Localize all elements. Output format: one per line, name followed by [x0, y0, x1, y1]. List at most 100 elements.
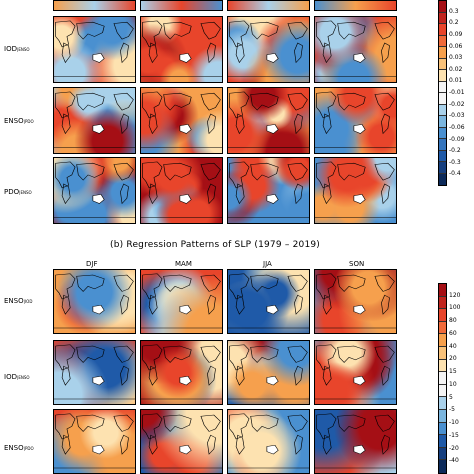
colorbar-tick-label: -0.01 — [449, 89, 465, 96]
colorbar-tick-label: -20 — [449, 444, 459, 452]
season-label-jja: JJA — [263, 260, 272, 268]
colorbar-tick-label: 0.02 — [449, 65, 463, 73]
colorbar-segment — [439, 296, 446, 310]
colorbar-tick-label: -0.02 — [449, 100, 465, 108]
map-b-row1-col3 — [227, 269, 310, 334]
colorbar-a — [438, 0, 447, 186]
map-a-row2-col1 — [53, 87, 136, 154]
map-a-top-1 — [53, 0, 136, 11]
map-a-row1-col3 — [227, 16, 310, 83]
colorbar-tick-label: 0.03 — [449, 54, 463, 62]
map-a-row2-col3 — [227, 87, 310, 154]
colorbar-segment — [439, 372, 446, 385]
row-label-b-2: IOD|ENSO — [4, 373, 30, 381]
colorbar-segment — [439, 104, 446, 116]
colorbar-tick-label: -40 — [449, 457, 459, 465]
row-label-b-3: ENSO|PDO — [4, 444, 34, 452]
colorbar-tick-label: -0.3 — [449, 158, 461, 166]
colorbar-tick-label: 0.01 — [449, 77, 463, 85]
colorbar-segment — [439, 58, 446, 70]
map-b-row1-col1 — [53, 269, 136, 334]
map-a-top-2 — [140, 0, 223, 11]
map-b-row3-col2 — [140, 409, 223, 474]
map-b-row1-col4 — [314, 269, 397, 334]
map-a-row3-col3 — [227, 157, 310, 224]
colorbar-segment — [439, 1, 446, 13]
map-b-row3-col1 — [53, 409, 136, 474]
colorbar-segment — [439, 116, 446, 128]
colorbar-segment — [439, 435, 446, 448]
colorbar-tick-label: 120 — [449, 291, 461, 299]
map-a-row1-col1 — [53, 16, 136, 83]
colorbar-tick-label: 15 — [449, 368, 457, 376]
colorbar-tick-label: -0.03 — [449, 112, 465, 120]
colorbar-tick-label: 60 — [449, 329, 457, 337]
colorbar-segment — [439, 359, 446, 373]
colorbar-segment — [439, 447, 446, 461]
colorbar-segment — [439, 81, 446, 93]
colorbar-segment — [439, 460, 446, 473]
colorbar-tick-label: 100 — [449, 304, 461, 312]
colorbar-segment — [439, 93, 446, 105]
colorbar-tick-label: -10 — [449, 419, 459, 427]
colorbar-segment — [439, 173, 446, 185]
colorbar-segment — [439, 24, 446, 36]
row-label-a-2: ENSO|PDO — [4, 117, 34, 125]
colorbar-segment — [439, 346, 446, 360]
colorbar-segment — [439, 409, 446, 423]
colorbar-tick-label: -0.2 — [449, 147, 461, 155]
map-a-top-4 — [314, 0, 397, 11]
map-a-row3-col2 — [140, 157, 223, 224]
colorbar-segment — [439, 47, 446, 59]
map-b-row1-col2 — [140, 269, 223, 334]
colorbar-tick-label: 0.09 — [449, 30, 463, 38]
colorbar-tick-label: 0.2 — [449, 19, 459, 27]
colorbar-tick-label: 5 — [449, 393, 453, 401]
colorbar-tick-label: -0.4 — [449, 170, 461, 178]
colorbar-segment — [439, 397, 446, 410]
colorbar-tick-label: 80 — [449, 317, 457, 325]
colorbar-segment — [439, 162, 446, 174]
colorbar-segment — [439, 284, 446, 297]
row-label-a-3: PDO|ENSO — [4, 188, 32, 196]
colorbar-tick-label: 20 — [449, 355, 457, 363]
row-label-b-1: ENSO|IOD — [4, 297, 33, 305]
map-b-row2-col2 — [140, 340, 223, 405]
map-a-row1-col4 — [314, 16, 397, 83]
colorbar-segment — [439, 12, 446, 24]
colorbar-tick-label: -15 — [449, 431, 459, 439]
colorbar-tick-label: -0.06 — [449, 123, 465, 131]
map-b-row2-col1 — [53, 340, 136, 405]
map-a-row2-col4 — [314, 87, 397, 154]
map-a-row3-col1 — [53, 157, 136, 224]
map-b-row2-col4 — [314, 340, 397, 405]
map-b-row3-col3 — [227, 409, 310, 474]
colorbar-segment — [439, 127, 446, 139]
colorbar-segment — [439, 139, 446, 151]
map-a-top-3 — [227, 0, 310, 11]
colorbar-tick-label: 10 — [449, 380, 457, 388]
colorbar-tick-label: -5 — [449, 406, 455, 414]
season-label-djf: DJF — [86, 260, 98, 268]
colorbar-tick-label: 0.06 — [449, 42, 463, 50]
colorbar-segment — [439, 35, 446, 47]
map-b-row2-col3 — [227, 340, 310, 405]
colorbar-tick-label: 40 — [449, 342, 457, 350]
colorbar-segment — [439, 150, 446, 162]
colorbar-segment — [439, 309, 446, 322]
map-b-row3-col4 — [314, 409, 397, 474]
colorbar-segment — [439, 70, 446, 82]
colorbar-segment — [439, 422, 446, 436]
map-a-row2-col2 — [140, 87, 223, 154]
map-a-row3-col4 — [314, 157, 397, 224]
colorbar-tick-label: -0.09 — [449, 135, 465, 143]
colorbar-segment — [439, 384, 446, 398]
season-label-mam: MAM — [175, 260, 192, 268]
row-label-a-1: IOD|ENSO — [4, 45, 30, 53]
colorbar-segment — [439, 334, 446, 347]
colorbar-tick-label: 0.3 — [449, 7, 459, 15]
colorbar-b — [438, 283, 447, 474]
season-label-son: SON — [349, 260, 365, 268]
panel-b-title: (b) Regression Patterns of SLP (1979 – 2… — [110, 240, 321, 250]
colorbar-segment — [439, 321, 446, 335]
